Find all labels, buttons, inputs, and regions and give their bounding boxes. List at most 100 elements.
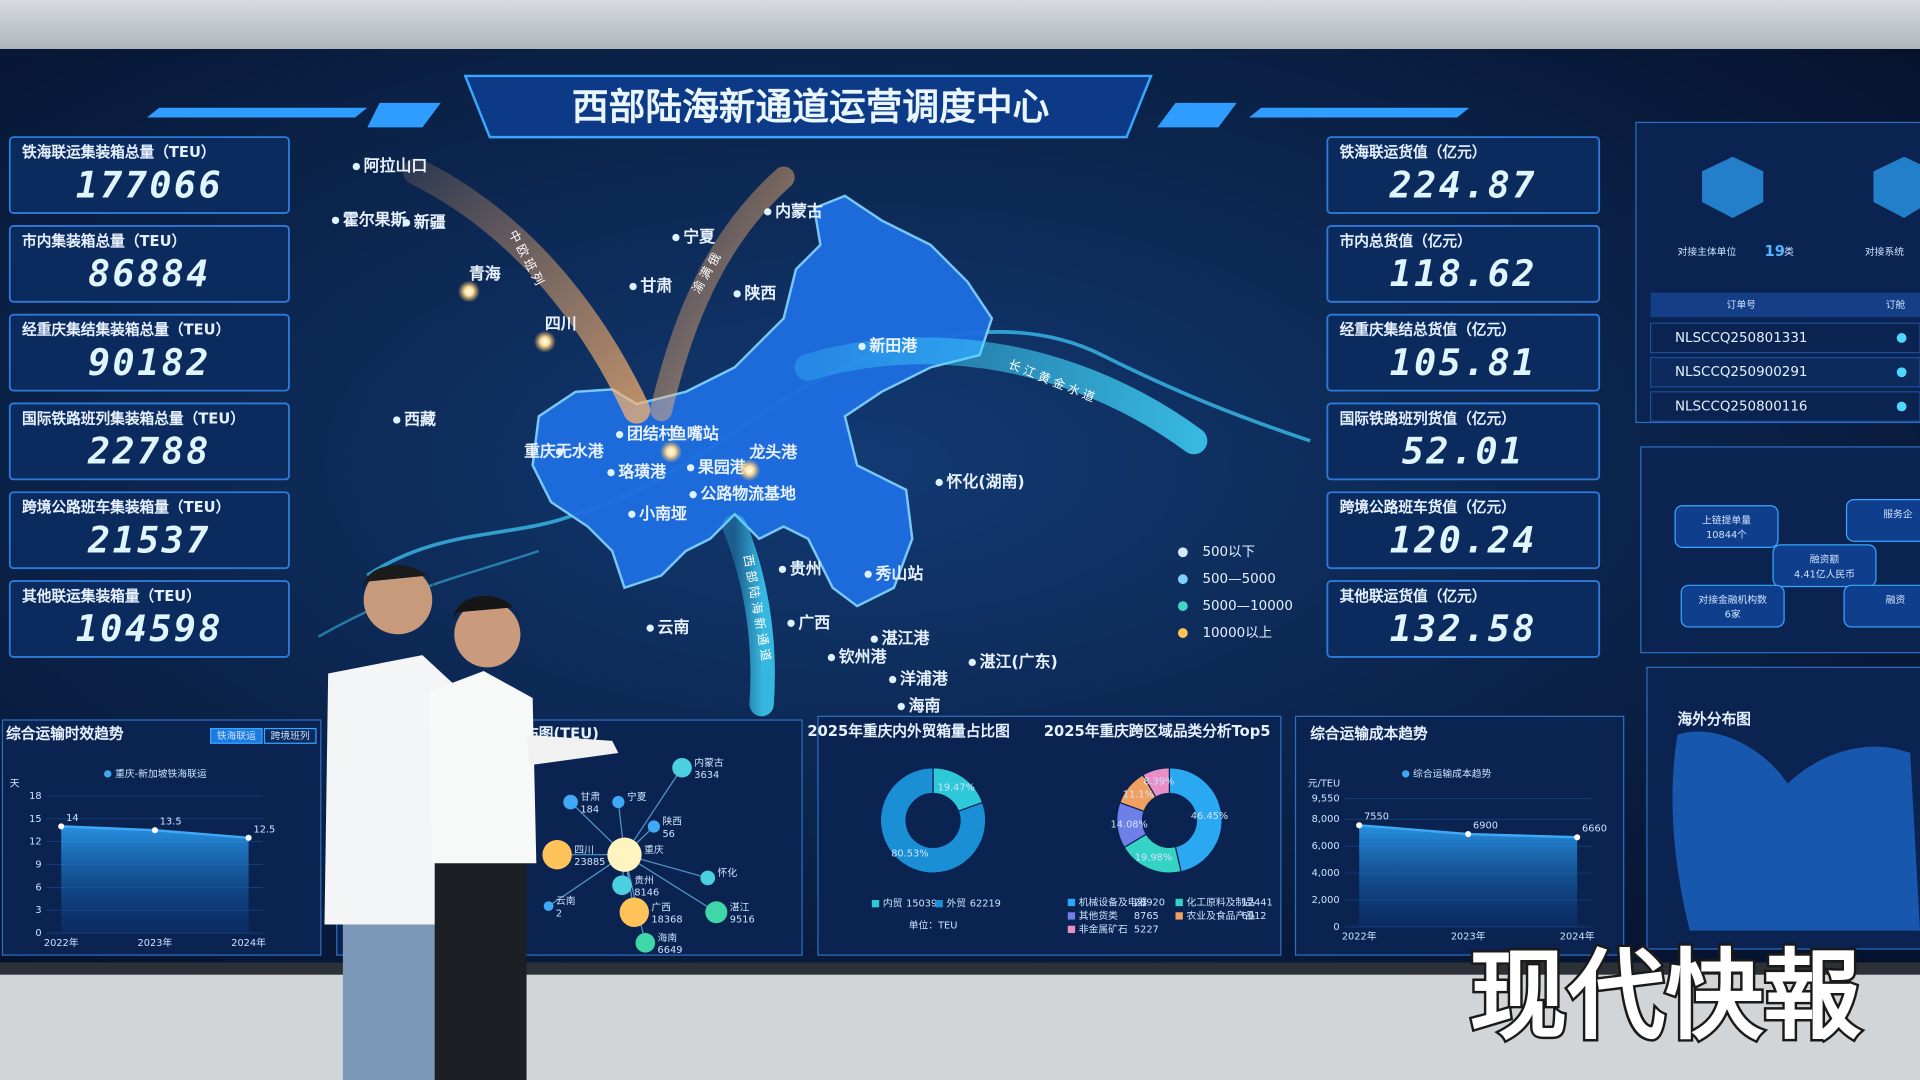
place-glow: [457, 280, 480, 303]
legend-count: 15039: [906, 899, 937, 910]
shirt: [324, 655, 456, 925]
network-node: [672, 757, 692, 778]
place-dot: [764, 208, 772, 216]
flow-label: 服务企: [1883, 507, 1913, 520]
kpi-label: 国际铁路班列货值（亿元）: [1340, 409, 1516, 427]
place-label: 公路物流基地: [700, 484, 796, 503]
table-row: [1650, 322, 1920, 354]
river: [317, 549, 540, 638]
legend-label: 农业及食品产品: [1187, 909, 1256, 922]
kpi-label: 铁海联运货值（亿元）: [1340, 143, 1487, 161]
node-value: 3634: [694, 770, 719, 781]
legend-count: 6912: [1242, 911, 1267, 922]
kpi-label: 经重庆集结总货值（亿元）: [1340, 321, 1516, 339]
place-label: 内蒙古: [775, 201, 823, 220]
network-node: [647, 820, 660, 833]
place-dot: [787, 619, 795, 627]
legend-label: 500—5000: [1202, 572, 1275, 587]
kpi-value: 177066: [76, 163, 223, 206]
chart-title: 2025年重庆内外贸箱量占比图: [807, 722, 1009, 740]
flow-label: 上链提单量: [1702, 513, 1751, 526]
units-count: 19: [1764, 243, 1784, 260]
x-tick-label: 2022年: [44, 936, 79, 949]
table-header: 订舱: [1886, 298, 1906, 311]
network-node: [607, 837, 642, 872]
kpi-box: [8, 136, 290, 214]
legend-label: 内贸: [883, 897, 903, 910]
y-tick-label: 0: [35, 928, 41, 939]
node-label: 宁夏: [627, 790, 647, 803]
node-value: 18368: [651, 915, 682, 926]
flow-box: [1772, 544, 1877, 588]
place-label: 果园港: [698, 457, 747, 476]
legend-count: 62219: [970, 899, 1001, 910]
node-label: 云南: [556, 894, 576, 907]
kpi-box: [8, 402, 290, 481]
place-label: 广西: [798, 613, 830, 632]
head: [363, 565, 433, 635]
y-axis-label: 天: [10, 779, 20, 790]
place-label: 秀山站: [875, 564, 924, 583]
kpi-box: [1326, 402, 1601, 481]
legend-marker: [104, 770, 112, 778]
y-tick-label: 8,000: [1312, 814, 1340, 825]
y-tick-label: 18: [29, 791, 41, 802]
place-label: 贵州: [790, 559, 822, 578]
kpi-label: 市内总货值（亿元）: [1340, 232, 1472, 250]
kpi-label: 经重庆集结集装箱总量（TEU）: [22, 321, 230, 339]
node-label: 内蒙古: [694, 756, 724, 769]
node-label: 广西: [651, 901, 671, 913]
node-value: 184: [580, 804, 599, 815]
data-label: 12.5: [253, 824, 275, 835]
dashboard-title: 西部陆海新通道运营调度中心: [572, 85, 1050, 128]
network-node: [543, 901, 554, 912]
kpi-value: 104598: [76, 607, 223, 650]
place-label: 新疆: [414, 212, 446, 231]
kpi-box: [1326, 313, 1601, 392]
legend-label: 综合运输成本趋势: [1413, 767, 1491, 780]
legend-label: 机械设备及电器: [1079, 895, 1148, 908]
kpi-value: 86884: [88, 252, 211, 295]
x-tick-label: 2024年: [231, 936, 266, 949]
watermark: 现代快報: [1469, 938, 1861, 1053]
legend-swatch: [1067, 925, 1076, 934]
kpi-label: 跨境公路班车货值（亿元）: [1340, 498, 1516, 516]
kpi-box: [8, 225, 290, 303]
legend-swatch: [1175, 912, 1183, 920]
y-tick-label: 15: [29, 814, 41, 825]
tab: [210, 727, 263, 744]
world-map: [1672, 731, 1920, 931]
point: [1465, 830, 1472, 838]
flow-box: [1843, 584, 1920, 628]
legend-marker: [1402, 770, 1410, 778]
legend-label: 化工原料及制品: [1187, 895, 1256, 908]
legend-label: 非金属矿石: [1079, 922, 1128, 935]
arm: [526, 734, 619, 766]
place-glow: [660, 440, 683, 463]
data-label: 8.39%: [1143, 776, 1174, 787]
y-axis-label: 元/TEU: [1308, 779, 1340, 790]
route-arc: [722, 514, 775, 717]
status-dot: [1896, 333, 1907, 343]
tab: [263, 727, 317, 744]
tab-label: 跨境班列: [271, 729, 310, 742]
y-tick-label: 6,000: [1312, 841, 1340, 852]
network-node: [612, 875, 632, 896]
legend-swatch: [935, 900, 943, 908]
kpi-box: [8, 491, 290, 570]
point: [1356, 822, 1363, 829]
title-deco: [146, 102, 441, 128]
route-arc: [402, 157, 651, 424]
kpi-value: 52.01: [1402, 430, 1525, 473]
status-dot: [1896, 367, 1907, 378]
place-dot: [935, 478, 943, 487]
kpi-box: [8, 313, 290, 392]
place-label: 重庆无水港: [524, 441, 605, 460]
place-dot: [897, 702, 905, 711]
place-dot: [968, 658, 976, 667]
place-label: 洋浦港: [900, 669, 949, 688]
head: [454, 601, 521, 668]
place-label: 青海: [469, 264, 501, 283]
